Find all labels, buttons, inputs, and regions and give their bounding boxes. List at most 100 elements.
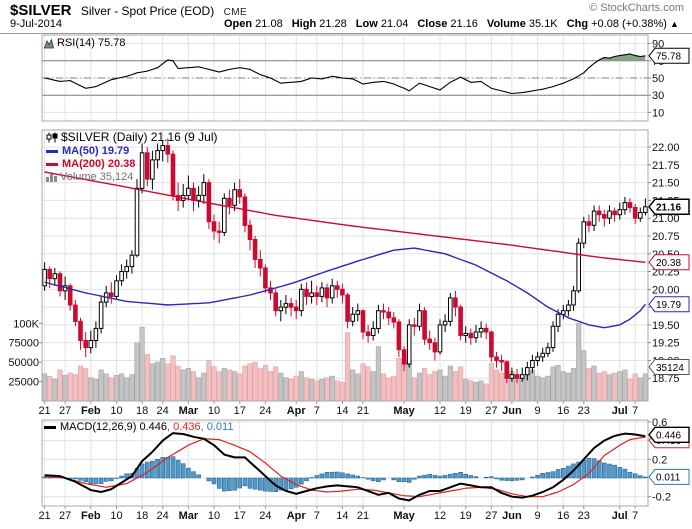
quote-stats: Open 21.08 High 21.28 Low 21.04 Close 21.16… [215,18,679,30]
candle-body [263,267,268,289]
volume-bar [77,365,84,402]
volume-bar [160,358,166,402]
candle-body [124,266,130,273]
date-axis-label: 16 [557,510,569,522]
macd-histogram-bar [170,456,176,479]
candle-body [340,288,345,296]
macd-histogram-bar [227,477,232,491]
stat-value: 21.28 [316,18,347,30]
volume-bar [375,346,381,402]
candle-body [145,152,150,180]
volume-bar [442,375,448,402]
volume-bar [632,373,638,402]
volume-bar [642,373,648,402]
candle-body [483,327,489,333]
candle-body [504,361,510,379]
macd-line-swatch-icon [44,425,56,429]
date-axis-label: 24 [157,510,169,522]
date-axis-label: 24 [259,510,271,522]
price-legend-volume-row: Volume 35,124 [46,171,218,184]
candle-body [489,331,494,358]
macd-legend-label: MACD(12,26,9) 0.446 [60,421,167,433]
volume-bar [380,373,387,402]
macd-histogram-bar [334,471,340,479]
volume-bar [386,377,392,402]
volume-bar [488,363,494,402]
macd-histogram-bar [447,473,453,479]
macd-histogram-bar [216,477,222,489]
axis-tick-label: 20.00 [652,284,680,296]
macd-histogram-bar [396,477,402,483]
volume-legend-label: Volume 35,124 [60,171,134,183]
axis-tick-label: 10 [652,107,664,119]
candle-body [453,297,458,308]
rsi-value-badge-label: 75.78 [656,52,681,63]
volume-bar [499,372,505,402]
candle-body [545,347,551,354]
macd-histogram-bar [191,471,196,479]
rsi-overbought-fill [44,53,646,61]
date-axis-label: Mar [179,405,199,417]
volume-bar [155,361,161,402]
date-axis-label: 17 [234,510,246,522]
macd-histogram-bar [494,477,499,480]
volume-bar [93,378,99,402]
date-axis-label: 9 [535,510,541,522]
volume-bar [216,371,222,402]
volume-bar [98,369,104,402]
volume-bar [560,371,566,402]
candle-body [52,273,58,280]
macd-histogram-bar [93,477,99,484]
macd-histogram-bar [406,477,412,483]
macd-histogram-bar [576,461,582,479]
candle-body [494,356,499,361]
date-axis-label: Jun [502,405,522,417]
stat-value: 21.16 [447,18,478,30]
volume-bar [88,377,94,402]
axis-tick-label: 21.00 [652,213,680,225]
candle-body [129,254,135,268]
volume-bar [293,375,299,402]
candle-body [473,331,479,339]
macd-histogram-bar [514,477,520,481]
candle-body [442,320,448,326]
candlestick-chart-icon [46,132,58,143]
macd-histogram-bar [278,477,284,491]
candle-body [232,189,237,206]
macd-histogram-bar [340,472,345,479]
ma50-value-badge [648,296,690,313]
volume-bar [458,366,464,402]
volume-bar [447,365,453,402]
volume-bar [596,372,602,402]
volume-bar [237,373,243,402]
candle-body [42,268,47,287]
macd-histogram-bar [160,457,165,479]
candle-body [458,306,463,337]
stat-label: Volume [486,18,526,30]
macd-line [44,432,646,502]
axis-tick-label: 22.00 [652,142,680,154]
axis-tick-label: 90 [652,39,664,51]
macd-histogram-bar [252,477,258,490]
stockcharts-credit: © StockCharts.com [589,2,684,14]
volume-bar [463,378,469,402]
candle-body [114,280,119,297]
volume-bar [190,371,197,402]
candle-body [98,301,104,329]
candle-body [93,327,99,341]
macd-histogram-bar [555,469,561,479]
header-divider [0,33,692,34]
candle-body [581,221,587,244]
candle-body [134,187,140,256]
macd-histogram-bar [247,477,253,489]
date-axis-label: 21 [357,510,369,522]
volume-bar [329,375,335,402]
date-axis-label: Feb [81,510,101,522]
volume-bar [391,375,397,402]
volume-bar [108,377,114,402]
ma200-value-badge [648,254,690,271]
macd-histogram-bar [329,471,335,479]
volume-bar [242,365,248,402]
volume-bar [601,371,607,402]
macd-histogram-bar [42,476,47,479]
